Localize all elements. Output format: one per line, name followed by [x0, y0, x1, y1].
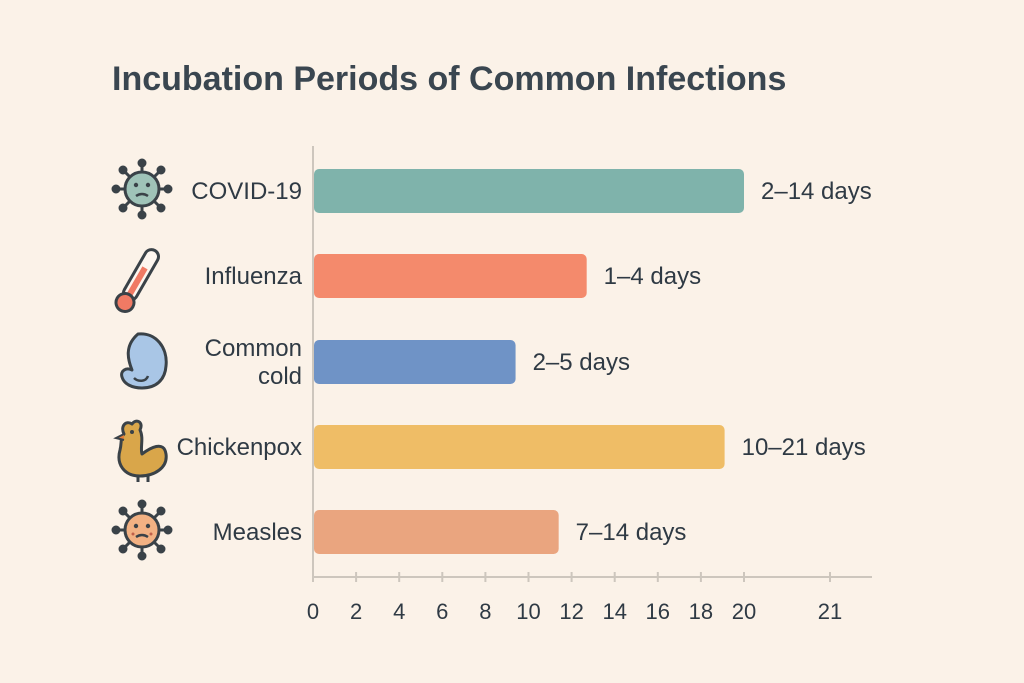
value-label-1: 1–4 days	[604, 263, 701, 290]
x-tick-label-6: 12	[559, 599, 583, 624]
x-tick-label-0: 0	[307, 599, 319, 624]
x-tick-label-1: 2	[350, 599, 362, 624]
x-tick-label-7: 14	[602, 599, 626, 624]
category-label-4-0: Measles	[213, 519, 302, 546]
x-ticks: 0 2 4 6 8 10 12 14 16 18 20 21	[307, 572, 842, 624]
virus-icon	[111, 158, 173, 220]
x-tick-label-10: 20	[732, 599, 756, 624]
value-label-4: 7–14 days	[576, 519, 687, 546]
bar-3	[314, 425, 725, 469]
bars	[314, 169, 744, 554]
bar-0	[314, 169, 744, 213]
chicken-icon	[113, 419, 168, 482]
x-tick-label-4: 8	[479, 599, 491, 624]
category-label-1-0: Influenza	[205, 263, 303, 290]
x-tick-label-5: 10	[516, 599, 540, 624]
value-label-2: 2–5 days	[533, 349, 630, 376]
category-icons	[111, 158, 173, 561]
x-tick-label-8: 16	[646, 599, 670, 624]
measles-virus-icon	[111, 499, 173, 561]
x-tick-label-3: 6	[436, 599, 448, 624]
bar-4	[314, 510, 559, 554]
thermometer-icon	[114, 248, 160, 314]
axes	[312, 146, 872, 578]
chart-title: Incubation Periods of Common Infections	[112, 60, 787, 98]
value-label-3: 10–21 days	[742, 434, 866, 461]
x-tick-label-2: 4	[393, 599, 405, 624]
category-label-0-0: COVID-19	[191, 178, 302, 205]
value-label-0: 2–14 days	[761, 178, 872, 205]
category-label-3-0: Chickenpox	[177, 434, 302, 461]
bar-2	[314, 340, 516, 384]
bar-1	[314, 254, 587, 298]
nose-icon	[120, 332, 168, 390]
x-tick-label-11: 21	[818, 599, 842, 624]
category-label-2-1: cold	[258, 363, 302, 390]
x-tick-label-9: 18	[689, 599, 713, 624]
value-labels: 2–14 days 1–4 days 2–5 days 10–21 days 7–14 …	[533, 178, 872, 546]
category-label-2-0: Common	[205, 335, 302, 362]
